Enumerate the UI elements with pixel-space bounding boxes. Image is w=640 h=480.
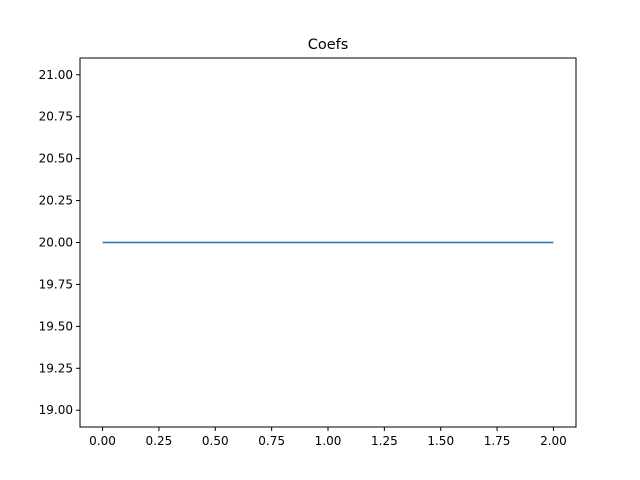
y-tick-label: 20.25	[39, 194, 73, 208]
x-tick-label: 0.00	[89, 434, 116, 448]
y-tick-label: 19.25	[39, 361, 73, 375]
y-tick-label: 20.00	[39, 236, 73, 250]
x-tick-label: 0.50	[202, 434, 229, 448]
x-tick-label: 1.25	[371, 434, 398, 448]
y-axis: 19.00 19.25 19.50 19.75 20.00 20.25 20.50 20.75…	[39, 68, 80, 417]
y-tick-label: 19.50	[39, 319, 73, 333]
y-tick-label: 19.75	[39, 277, 73, 291]
y-tick-label: 20.75	[39, 110, 73, 124]
x-tick-label: 1.00	[315, 434, 342, 448]
x-tick-label: 0.25	[146, 434, 173, 448]
x-tick-label: 2.00	[540, 434, 567, 448]
x-tick-label: 1.75	[484, 434, 511, 448]
y-tick-label: 19.00	[39, 403, 73, 417]
x-axis: 0.00 0.25 0.50 0.75 1.00 1.25 1.50 1.75 2.00	[89, 427, 567, 448]
chart-title: Coefs	[308, 37, 349, 53]
x-tick-label: 1.50	[427, 434, 454, 448]
axes-frame	[79, 57, 577, 428]
y-tick-label: 20.50	[39, 152, 73, 166]
y-tick-label: 21.00	[39, 68, 73, 82]
x-tick-label: 0.75	[258, 434, 285, 448]
